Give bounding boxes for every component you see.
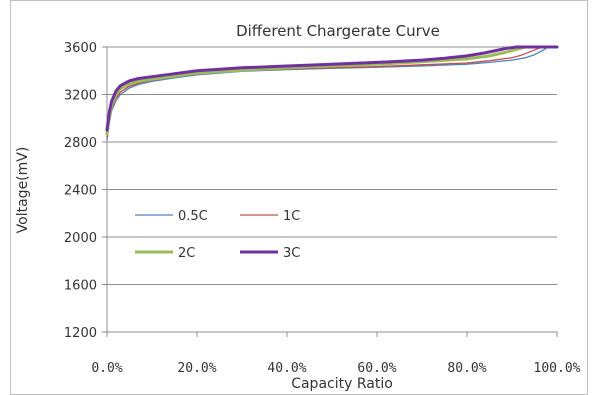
y-tick-label: 1600 [64,279,97,294]
ticks-layer: 1200 1600 2000 2400 2800 3200 3600 0.0% 20.0% 40.… [64,41,581,376]
legend-label: 1C [283,209,300,224]
y-tick-label: 2000 [64,231,97,246]
x-tick-label: 20.0% [177,361,216,376]
y-tick-label: 3200 [64,89,97,104]
y-axis-label: Voltage(mV) [15,147,31,234]
series-layer [105,45,559,141]
x-axis-label: Capacity Ratio [291,376,393,392]
legend-label: 2C [178,246,195,261]
x-tick-label: 40.0% [267,361,306,376]
y-tick-label: 2800 [64,136,97,151]
series-line-2c [105,45,559,136]
y-tick-label: 2400 [64,184,97,199]
y-tick-label: 3600 [64,41,97,56]
x-tick-label: 0.0% [91,361,122,376]
legend: 0.5C 1C 2C 3C [135,209,300,261]
series-line-3c [105,45,559,132]
chart-title: Different Chargerate Curve [236,22,440,40]
y-tick-label: 1200 [64,326,97,341]
legend-label: 0.5C [178,209,208,224]
x-tick-label: 80.0% [447,361,486,376]
axes-layer [102,46,558,337]
legend-label: 3C [283,246,300,261]
x-tick-label: 60.0% [357,361,396,376]
x-tick-label: 100.0% [534,361,581,376]
